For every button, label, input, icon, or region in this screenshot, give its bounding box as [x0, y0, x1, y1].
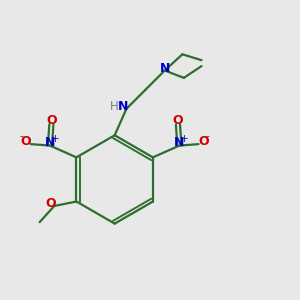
Text: -: - [20, 131, 24, 142]
Text: H: H [110, 100, 118, 113]
Text: +: + [51, 134, 59, 143]
Text: O: O [46, 114, 57, 127]
Text: N: N [160, 61, 170, 75]
Text: O: O [198, 135, 208, 148]
Text: N: N [174, 136, 184, 149]
Text: O: O [21, 135, 32, 148]
Text: N: N [118, 100, 129, 113]
Text: O: O [172, 114, 183, 127]
Text: O: O [45, 197, 56, 210]
Text: +: + [180, 134, 189, 143]
Text: N: N [45, 136, 55, 149]
Text: -: - [206, 131, 209, 142]
